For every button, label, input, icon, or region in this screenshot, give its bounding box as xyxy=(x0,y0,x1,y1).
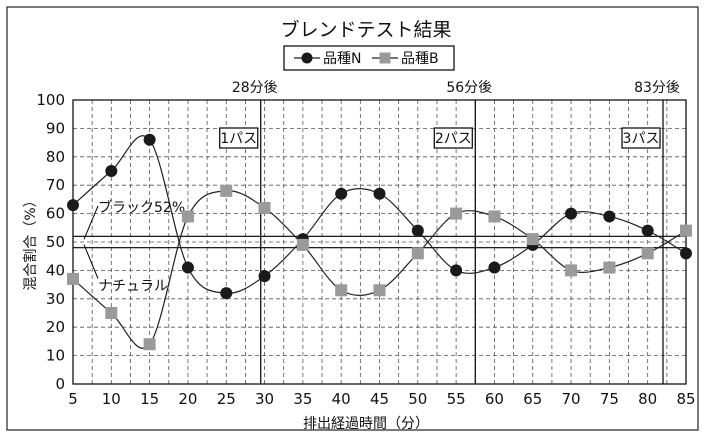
data-point-b xyxy=(67,272,79,285)
chart-frame xyxy=(6,6,699,431)
y-tick-label: 100 xyxy=(36,91,65,109)
x-axis-label: 排出経過時間（分） xyxy=(303,416,429,432)
y-tick-label: 70 xyxy=(46,176,65,194)
legend-marker-n xyxy=(301,52,313,64)
pass-label: 1パス xyxy=(220,131,257,147)
time-marker-label: 28分後 xyxy=(232,80,278,96)
y-tick-label: 0 xyxy=(55,375,65,393)
data-point-n xyxy=(143,133,156,146)
series-line-b xyxy=(72,190,687,349)
x-tick-label: 85 xyxy=(676,390,695,408)
reference-label: ナチュラル xyxy=(98,279,168,295)
data-point-b xyxy=(220,184,233,197)
data-point-b xyxy=(603,261,616,274)
time-marker-label: 56分後 xyxy=(446,80,492,96)
pass-box xyxy=(621,127,661,149)
data-point-n xyxy=(105,165,118,177)
data-point-b xyxy=(680,224,692,237)
x-tick-label: 60 xyxy=(485,390,504,408)
chart-title: ブレンドテスト結果 xyxy=(280,18,451,41)
y-tick-label: 20 xyxy=(46,318,65,336)
x-tick-label: 5 xyxy=(68,390,78,408)
y-tick-label: 60 xyxy=(46,205,65,223)
reference-label: ブラック52% xyxy=(98,199,185,216)
x-tick-label: 45 xyxy=(370,390,389,408)
data-point-n xyxy=(181,261,194,274)
x-tick-label: 30 xyxy=(255,390,274,408)
y-tick-label: 50 xyxy=(46,233,65,251)
x-tick-label: 55 xyxy=(447,390,466,408)
y-tick-label: 10 xyxy=(46,347,65,365)
data-point-n xyxy=(411,224,424,237)
x-tick-label: 80 xyxy=(638,390,657,408)
data-point-b xyxy=(411,247,424,260)
reference-lines: ブラック52% ナチュラル 28分後 1パス 56分後 2パス 83分後 3パス xyxy=(73,80,686,384)
data-point-b xyxy=(373,284,386,297)
y-tick-label: 80 xyxy=(46,148,65,166)
data-point-b xyxy=(450,207,463,220)
pass-box xyxy=(219,127,259,149)
data-point-b xyxy=(105,307,118,319)
plot-area-border xyxy=(72,99,687,385)
data-point-n xyxy=(335,187,348,200)
data-point-b xyxy=(526,233,539,246)
data-point-b xyxy=(143,338,156,351)
legend-label-b: 品種B xyxy=(401,51,439,67)
x-tick-label: 70 xyxy=(562,390,581,408)
data-point-n xyxy=(450,264,463,277)
pass-label: 3パス xyxy=(623,131,660,147)
axes: 0 10 20 30 40 50 60 70 80 90 100 5 10 15 20 25 30 35 40 45 5… xyxy=(36,91,695,408)
x-tick-label: 35 xyxy=(293,390,312,408)
data-point-n xyxy=(603,210,616,223)
data-point-b xyxy=(296,238,309,251)
x-tick-label: 75 xyxy=(600,390,619,408)
pass-box xyxy=(433,127,473,149)
y-tick-label: 30 xyxy=(46,290,65,308)
data-point-b xyxy=(565,264,578,277)
data-point-n xyxy=(488,261,501,274)
legend-label-n: 品種N xyxy=(323,51,361,67)
data-point-n xyxy=(67,199,79,212)
data-point-n xyxy=(680,247,692,260)
data-point-n xyxy=(565,207,578,220)
legend: 品種N 品種B xyxy=(283,45,455,71)
y-tick-label: 90 xyxy=(46,119,65,137)
y-axis-label: 混合割合（%） xyxy=(22,193,39,290)
data-point-b xyxy=(488,210,501,223)
x-tick-label: 40 xyxy=(332,390,351,408)
x-tick-label: 25 xyxy=(217,390,236,408)
x-tick-label: 50 xyxy=(408,390,427,408)
data-point-n xyxy=(641,224,654,237)
pass-label: 2パス xyxy=(435,131,472,147)
data-point-b xyxy=(335,284,348,297)
reference-arrow xyxy=(83,205,99,240)
data-point-b xyxy=(258,201,271,214)
reference-arrow xyxy=(83,244,99,279)
series xyxy=(67,133,692,351)
x-tick-label: 65 xyxy=(523,390,542,408)
data-point-n xyxy=(258,270,271,283)
x-tick-label: 20 xyxy=(178,390,197,408)
x-tick-label: 10 xyxy=(102,390,121,408)
data-point-n xyxy=(373,187,386,200)
data-point-n xyxy=(220,287,233,300)
x-tick-label: 15 xyxy=(140,390,159,408)
data-point-b xyxy=(181,210,194,223)
series-line-n xyxy=(72,135,687,294)
time-marker-label: 83分後 xyxy=(634,80,680,96)
legend-marker-b xyxy=(379,52,391,64)
data-point-b xyxy=(641,247,654,260)
y-tick-label: 40 xyxy=(46,261,65,279)
